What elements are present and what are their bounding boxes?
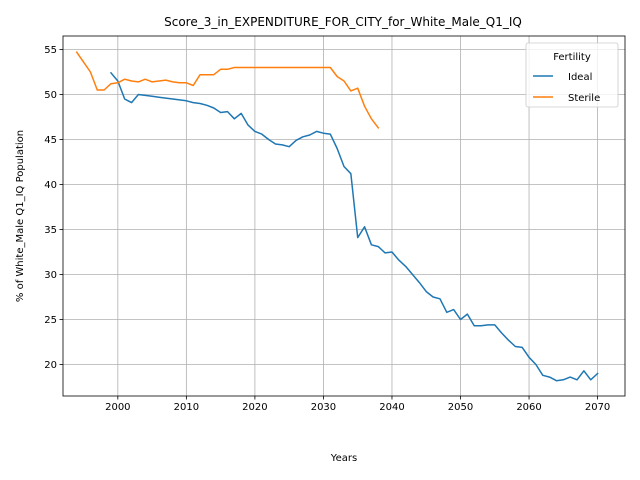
- y-tick-label: 40: [44, 180, 57, 191]
- x-tick-label: 2010: [174, 402, 199, 413]
- series-line-sterile: [75, 51, 380, 129]
- y-tick-label: 25: [44, 315, 57, 326]
- x-tick-label: 2070: [585, 402, 610, 413]
- y-tick-label: 55: [44, 45, 57, 56]
- series-line-ideal: [109, 71, 599, 382]
- x-tick-label: 2000: [105, 402, 130, 413]
- x-tick-label: 2040: [379, 402, 404, 413]
- axis-ticks: 2000 2010 2020 2030 2040 2050 2060 2070 20 25 30 35…: [44, 45, 610, 413]
- y-tick-label: 20: [44, 360, 57, 371]
- x-tick-label: 2030: [311, 402, 336, 413]
- y-tick-label: 45: [44, 135, 57, 146]
- legend-label-ideal: Ideal: [568, 72, 592, 83]
- y-tick-label: 30: [44, 270, 57, 281]
- y-tick-label: 50: [44, 90, 57, 101]
- series-lines: [75, 51, 599, 382]
- plot-area-frame: [62, 35, 626, 397]
- chart-title: Score_3_in_EXPENDITURE_FOR_CITY_for_Whit…: [164, 15, 522, 29]
- legend: Fertility Ideal Sterile: [525, 42, 619, 108]
- x-axis-label: Years: [330, 453, 357, 464]
- x-tick-label: 2020: [242, 402, 267, 413]
- legend-label-sterile: Sterile: [568, 93, 600, 104]
- x-tick-label: 2050: [448, 402, 473, 413]
- legend-title: Fertility: [553, 52, 591, 63]
- legend-box: [525, 42, 619, 108]
- y-axis-label: % of White_Male Q1_IQ Population: [15, 130, 26, 302]
- x-tick-label: 2060: [516, 402, 541, 413]
- y-tick-label: 35: [44, 225, 57, 236]
